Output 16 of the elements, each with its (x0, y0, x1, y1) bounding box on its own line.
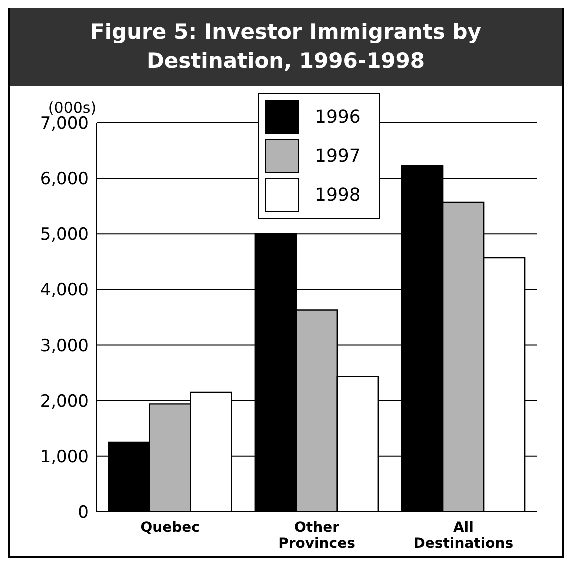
y-tick-label: 1,000 (40, 447, 89, 468)
chart-title: Figure 5: Investor Immigrants by Destination, 1996-1998 (10, 8, 562, 86)
y-tick-label: 2,000 (40, 392, 89, 412)
x-tick-label: Quebec (140, 520, 200, 536)
y-tick-label: 3,000 (40, 336, 89, 356)
x-tick-label: All Destinations (414, 520, 514, 552)
x-tick-label: Other Provinces (278, 520, 356, 552)
y-tick-label: 6,000 (40, 170, 89, 190)
y-tick-label: 0 (78, 503, 89, 524)
legend-label: 1996 (315, 106, 361, 128)
y-tick-label: 4,000 (40, 280, 89, 301)
y-tick-label: 7,000 (40, 114, 89, 134)
legend-label: 1998 (315, 184, 361, 206)
y-axis-title: (000s) (48, 99, 97, 117)
y-tick-label: 5,000 (40, 225, 89, 246)
legend-label: 1997 (315, 146, 361, 166)
